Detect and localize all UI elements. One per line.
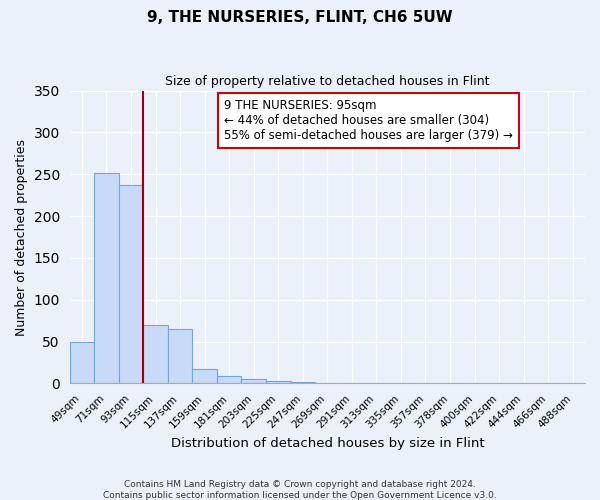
Text: Contains HM Land Registry data © Crown copyright and database right 2024.
Contai: Contains HM Land Registry data © Crown c…: [103, 480, 497, 500]
Text: 9 THE NURSERIES: 95sqm
← 44% of detached houses are smaller (304)
55% of semi-de: 9 THE NURSERIES: 95sqm ← 44% of detached…: [224, 100, 513, 142]
Bar: [119, 185, 143, 384]
Text: 9, THE NURSERIES, FLINT, CH6 5UW: 9, THE NURSERIES, FLINT, CH6 5UW: [147, 10, 453, 25]
Bar: [290, 382, 315, 384]
Bar: [241, 380, 266, 384]
X-axis label: Distribution of detached houses by size in Flint: Distribution of detached houses by size …: [170, 437, 484, 450]
Bar: [70, 342, 94, 384]
Bar: [217, 376, 241, 384]
Title: Size of property relative to detached houses in Flint: Size of property relative to detached ho…: [165, 75, 490, 88]
Bar: [193, 369, 217, 384]
Bar: [315, 382, 340, 384]
Bar: [94, 172, 119, 384]
Bar: [266, 381, 290, 384]
Bar: [168, 329, 193, 384]
Bar: [143, 325, 168, 384]
Y-axis label: Number of detached properties: Number of detached properties: [15, 138, 28, 336]
